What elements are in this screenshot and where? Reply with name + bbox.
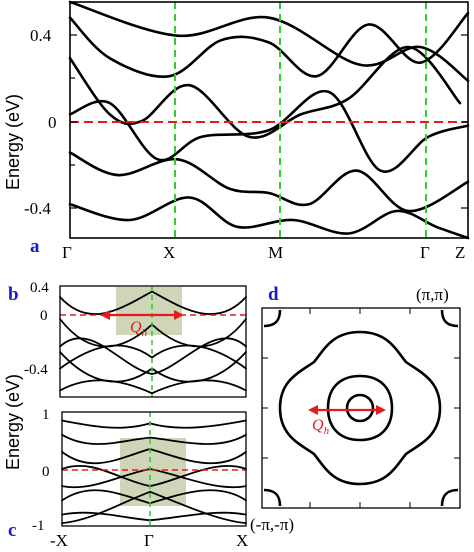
panel-d-ticks (262, 308, 460, 508)
panel-d-qh-label: Qh (312, 417, 330, 437)
panel-a-band-3 (68, 89, 470, 173)
panel-c-ytick-4: -1 (32, 518, 45, 534)
panel-c-band-7 (61, 490, 247, 525)
panel-a-band-5 (68, 196, 470, 240)
panel-b-qh-label: Qh (130, 319, 148, 339)
panel-b-frame (59, 285, 247, 398)
panel-d-qh-arrowhead-right (376, 405, 386, 415)
panel-d-label: d (268, 284, 279, 305)
panel-b-label: b (8, 284, 19, 305)
panel-a-xtick-1: X (163, 243, 175, 262)
panel-b-qh-arrowhead-right (174, 310, 184, 320)
panel-a-band-1 (68, 11, 470, 78)
panel-b-qh-arrowhead-left (100, 310, 110, 320)
panel-b-ytick-1: 0 (40, 308, 48, 324)
panel-b-ytick-2: -0.4 (24, 362, 48, 378)
panel-a-xtick-0: Γ (62, 243, 72, 262)
panel-c-xtick-2: X (236, 531, 248, 550)
panel-b-band-3 (59, 344, 247, 370)
panel-d-corner-label-tr: (π,π) (416, 285, 449, 304)
panel-d-frame (261, 307, 461, 509)
panel-b-band-0 (59, 290, 247, 315)
panel-a-frame (69, 1, 469, 239)
panel-bc-ylabel: Energy (eV) (3, 374, 23, 470)
panel-d-inner-pocket (345, 393, 375, 423)
panel-a-band-0 (68, 0, 470, 82)
panel-b: Qh 0.4 0 -0.4 b (8, 280, 247, 398)
panel-d-fermi-surface (263, 309, 459, 507)
panel-b-band-4 (59, 379, 247, 395)
panel-c: 1 0 -1 -X Γ X Energy (eV) c (3, 374, 248, 550)
panel-d-corner-tl (263, 309, 282, 328)
panel-a-ytick-0: 0.4 (30, 26, 52, 45)
panel-d-qh-arrowhead-left (308, 405, 318, 415)
panel-c-xtick-0: -X (50, 531, 68, 550)
panel-a-xtick-2: M (268, 243, 283, 262)
panel-a: 0.4 0 -0.4 Γ X M Γ Z Energy (eV) a (3, 0, 470, 262)
panel-b-ytick-0: 0.4 (30, 280, 49, 296)
panel-d: Qh (π,π) (-π,-π) d (250, 284, 461, 534)
panel-a-ytick-1: 0 (48, 113, 57, 132)
panel-a-label: a (30, 236, 40, 257)
panel-c-ytick-2: 0 (42, 464, 50, 480)
panel-d-corner-bl (263, 488, 282, 507)
panel-c-label: c (8, 520, 16, 541)
panel-c-ytick-0: 1 (42, 407, 50, 423)
panel-c-frame (61, 411, 247, 527)
panel-c-band-1 (61, 433, 247, 445)
panel-d-corner-label-bl: (-π,-π) (250, 515, 294, 534)
panel-a-xtick-4: Z (455, 243, 465, 262)
panel-b-band-2 (59, 337, 247, 375)
panel-c-xtick-1: Γ (144, 531, 154, 550)
panel-d-corner-br (440, 488, 459, 507)
panel-d-outer-pocket (278, 330, 442, 486)
panel-a-xtick-3: Γ (420, 243, 430, 262)
panel-c-band-0 (61, 419, 247, 429)
panel-d-corner-tr (440, 309, 459, 328)
panel-a-yticks (70, 34, 468, 209)
panel-a-ylabel: Energy (eV) (3, 94, 23, 190)
panel-d-middle-pocket (326, 374, 394, 442)
panel-a-band-4 (68, 151, 470, 213)
panel-a-bands (68, 0, 470, 240)
panel-a-ytick-2: -0.4 (24, 199, 51, 218)
